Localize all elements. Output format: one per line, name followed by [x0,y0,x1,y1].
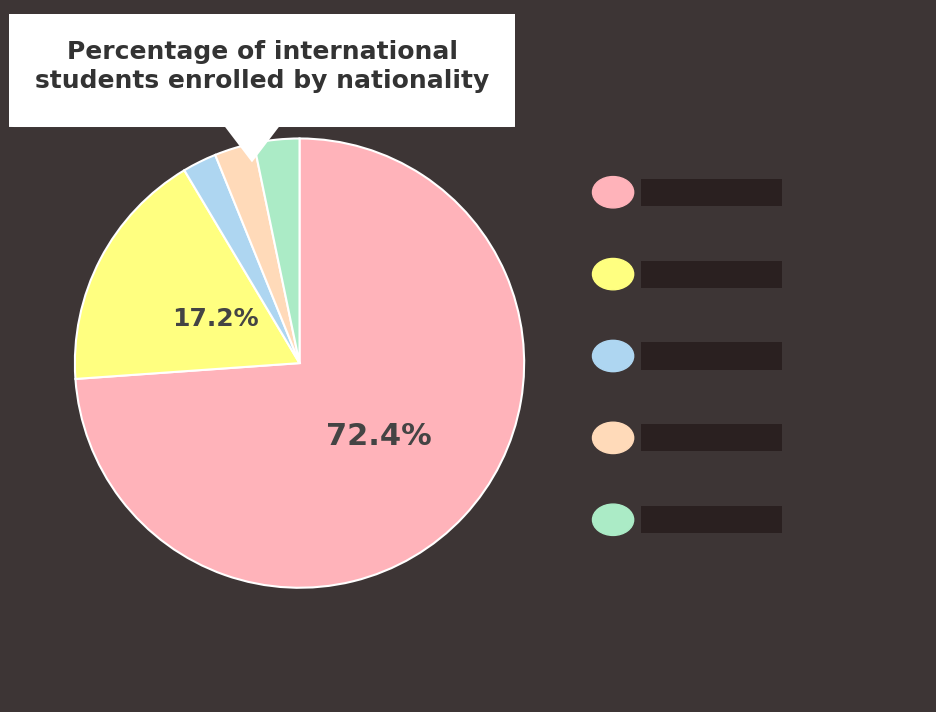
FancyBboxPatch shape [0,13,530,127]
Text: 17.2%: 17.2% [172,308,259,332]
Wedge shape [184,155,300,363]
Wedge shape [215,143,300,363]
Wedge shape [254,138,300,363]
Polygon shape [222,122,283,162]
Text: 72.4%: 72.4% [326,422,431,451]
Text: Percentage of international
students enrolled by nationality: Percentage of international students enr… [35,40,490,93]
Wedge shape [76,138,524,588]
Wedge shape [75,170,300,379]
